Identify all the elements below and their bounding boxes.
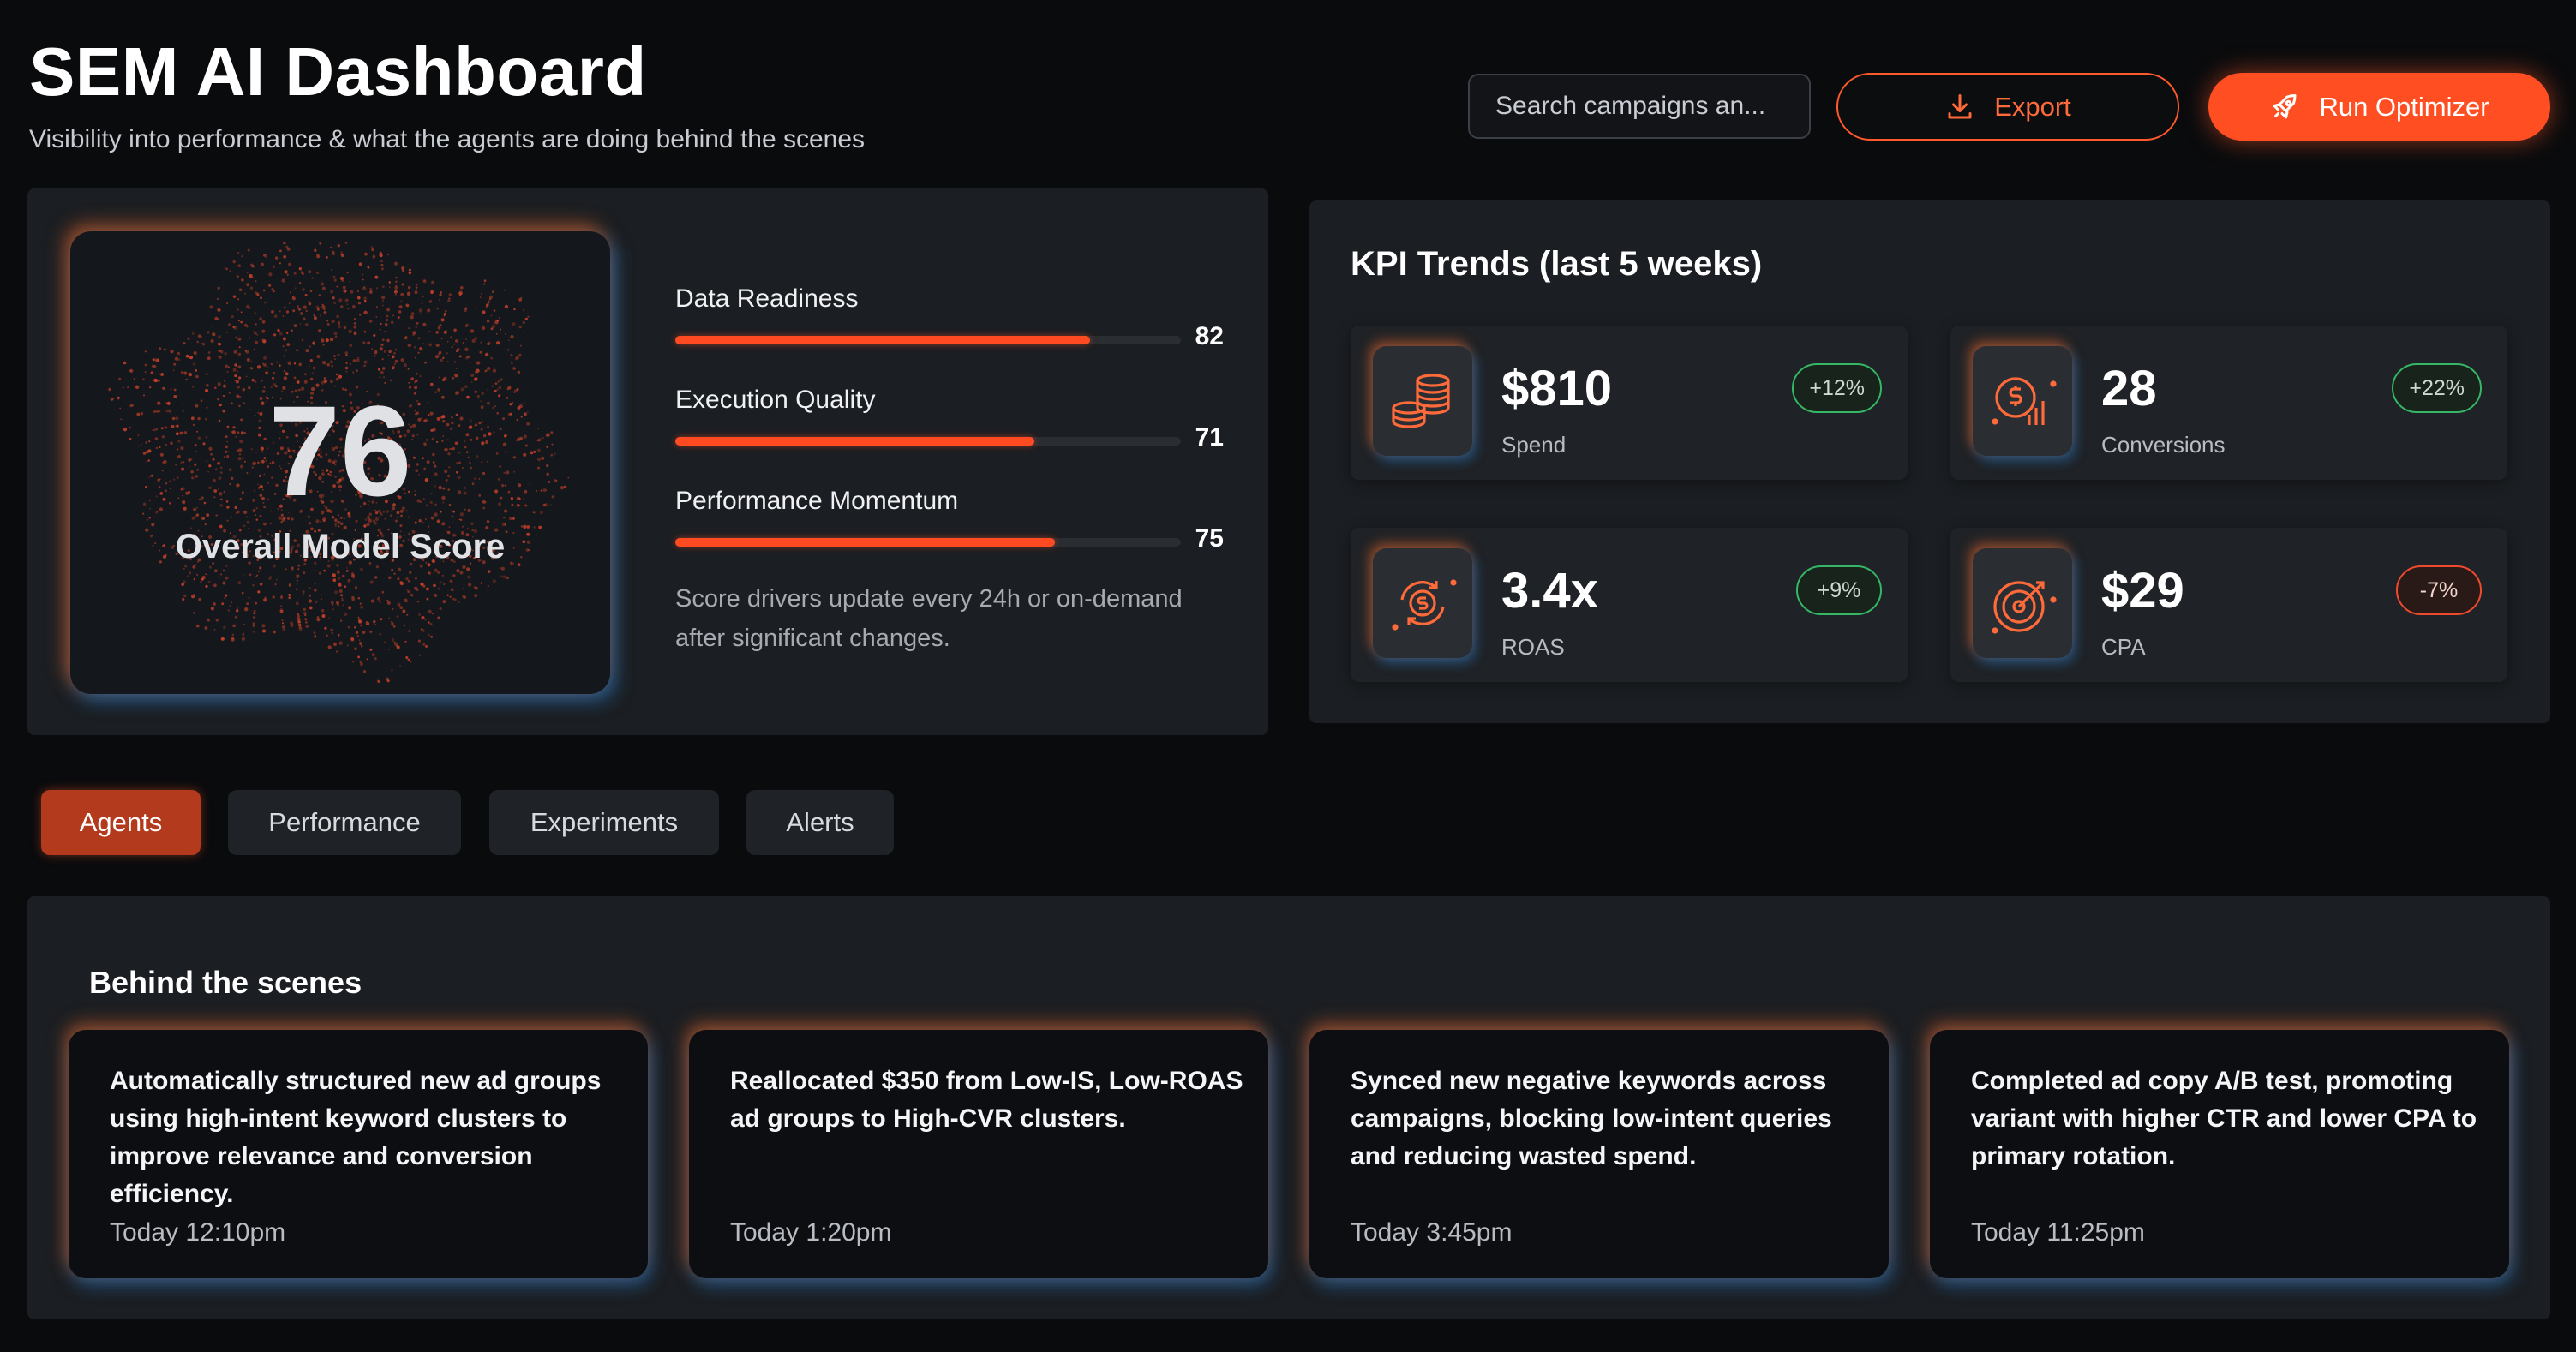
- activity-time: Today 11:25pm: [1971, 1218, 2145, 1247]
- page-subtitle: Visibility into performance & what the a…: [29, 125, 866, 153]
- activity-time: Today 1:20pm: [730, 1218, 892, 1247]
- score-note: Score drivers update every 24h or on-dem…: [675, 585, 1183, 652]
- activity-card[interactable]: Reallocated $350 from Low-IS, Low-ROAS a…: [689, 1030, 1268, 1278]
- overall-score-card: 76 Overall Model Score: [70, 231, 610, 694]
- activity-time: Today 3:45pm: [1351, 1218, 1513, 1247]
- kpi-label: Spend: [1501, 432, 1567, 458]
- dollar-cycle-icon: [1392, 579, 1457, 631]
- download-icon: [1948, 93, 1972, 118]
- activity-card[interactable]: Synced new negative keywords across camp…: [1309, 1030, 1889, 1278]
- progress-track: [675, 336, 1181, 344]
- activity-card[interactable]: Completed ad copy A/B test, promoting va…: [1930, 1030, 2509, 1278]
- kpi-label: CPA: [2101, 634, 2146, 660]
- kpi-card-cpa[interactable]: $29 CPA -7%: [1950, 528, 2507, 682]
- kpi-title: KPI Trends (last 5 weeks): [1351, 245, 1763, 283]
- activity-text: Reallocated $350 from Low-IS, Low-ROAS a…: [730, 1067, 1243, 1133]
- metric-label: Performance Momentum: [675, 487, 959, 515]
- kpi-value: $810: [1501, 361, 1613, 416]
- activity-text: Completed ad copy A/B test, promoting va…: [1971, 1067, 2477, 1170]
- kpi-change-badge: +9%: [1796, 565, 1882, 615]
- tab-experiments[interactable]: Experiments: [489, 790, 719, 855]
- activity-text: Synced new negative keywords across camp…: [1351, 1067, 1832, 1170]
- metric-value: 75: [1195, 524, 1224, 553]
- kpi-label: Conversions: [2101, 432, 2226, 458]
- metric-label: Execution Quality: [675, 386, 876, 414]
- target-icon: [1992, 581, 2057, 634]
- tab-agents[interactable]: Agents: [41, 790, 201, 855]
- kpi-card-roas[interactable]: 3.4x ROAS +9%: [1351, 528, 1908, 682]
- metric-data-readiness: Data Readiness 82: [675, 284, 1224, 356]
- section-title: Behind the scenes: [89, 965, 362, 1000]
- kpi-change-badge: +22%: [2392, 363, 2482, 413]
- kpi-card-spend[interactable]: $810 Spend +12%: [1351, 326, 1908, 480]
- progress-fill: [675, 538, 1055, 547]
- metric-performance-momentum: Performance Momentum 75: [675, 487, 1224, 559]
- coins-stack-icon: [1392, 374, 1450, 428]
- run-optimizer-label: Run Optimizer: [2319, 91, 2489, 122]
- page-title: SEM AI Dashboard: [29, 33, 647, 110]
- metric-value: 71: [1195, 423, 1224, 452]
- metric-execution-quality: Execution Quality 71: [675, 386, 1224, 458]
- run-optimizer-button[interactable]: Run Optimizer: [2208, 73, 2550, 141]
- activity-card[interactable]: Automatically structured new ad groups u…: [69, 1030, 648, 1278]
- export-label: Export: [1994, 91, 2071, 122]
- progress-fill: [675, 437, 1034, 446]
- overall-score-value: 76: [268, 379, 412, 523]
- kpi-value: 28: [2101, 361, 2157, 416]
- progress-track: [675, 538, 1181, 547]
- behind-the-scenes-panel: Behind the scenes Automatically structur…: [27, 896, 2550, 1319]
- dollar-chart-icon: [1992, 377, 2057, 425]
- kpi-label: ROAS: [1501, 634, 1565, 660]
- rocket-icon: [2273, 93, 2297, 118]
- metric-label: Data Readiness: [675, 284, 859, 313]
- kpi-value: 3.4x: [1501, 563, 1598, 619]
- progress-fill: [675, 336, 1090, 344]
- kpi-card-conversions[interactable]: 28 Conversions +22%: [1950, 326, 2507, 480]
- kpi-value: $29: [2101, 563, 2184, 619]
- export-button[interactable]: Export: [1836, 73, 2179, 141]
- activity-time: Today 12:10pm: [110, 1218, 286, 1247]
- kpi-change-badge: +12%: [1792, 363, 1882, 413]
- metric-value: 82: [1195, 322, 1224, 350]
- overall-score-label: Overall Model Score: [175, 528, 506, 565]
- activity-text: Automatically structured new ad groups u…: [110, 1067, 602, 1208]
- kpi-trends-panel: KPI Trends (last 5 weeks) $810 Spend +12…: [1309, 200, 2550, 723]
- kpi-change-badge: -7%: [2396, 565, 2482, 615]
- model-score-panel: 76 Overall Model Score Data Readiness 82…: [27, 188, 1268, 735]
- search-input[interactable]: [1468, 74, 1811, 139]
- tab-performance[interactable]: Performance: [228, 790, 461, 855]
- particle-sphere-graphic: [108, 241, 570, 684]
- progress-track: [675, 437, 1181, 446]
- tab-alerts[interactable]: Alerts: [746, 790, 894, 855]
